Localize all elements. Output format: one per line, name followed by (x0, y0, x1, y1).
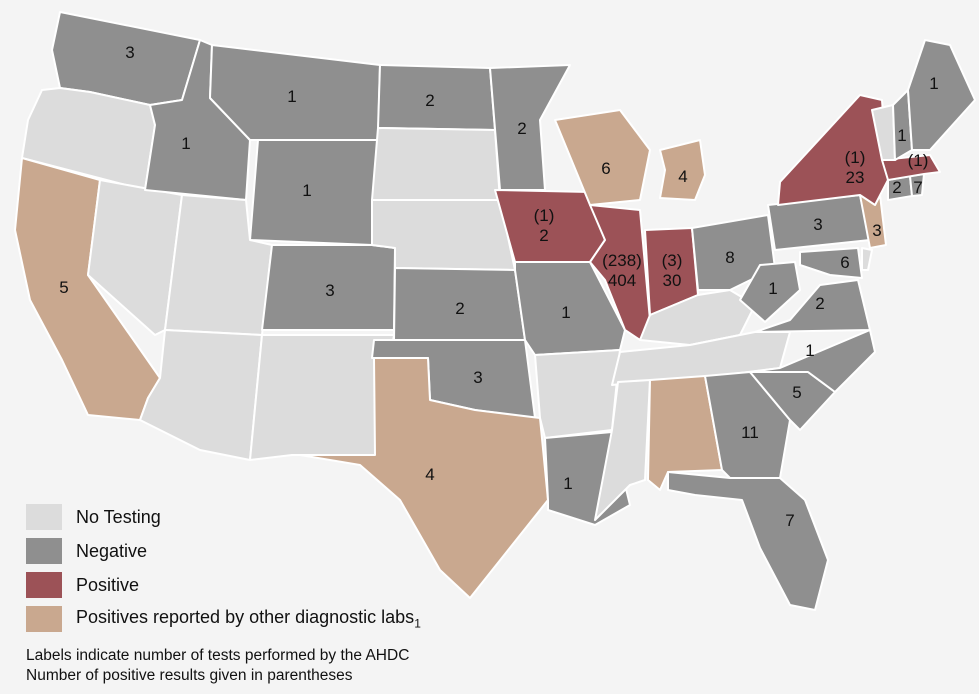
state-label-in-tests: 30 (663, 271, 682, 290)
state-fl (667, 471, 829, 611)
state-label-mn-tests: 2 (517, 119, 526, 138)
legend-swatch-positive (26, 572, 62, 598)
state-il (589, 204, 651, 341)
state-label-ia-positives: (1) (534, 206, 555, 225)
state-wv (739, 261, 801, 323)
state-nd (377, 64, 496, 131)
state-tx (291, 357, 549, 599)
state-sd (371, 127, 501, 201)
legend-swatch-no-testing (26, 504, 62, 530)
state-label-pa-tests: 3 (813, 215, 822, 234)
state-label-in-positives: (3) (662, 251, 683, 270)
state-ma (881, 154, 941, 181)
state-wi (554, 109, 651, 206)
legend-label-negative: Negative (76, 540, 148, 561)
state-label-fl-tests: 7 (785, 511, 794, 530)
state-label-sc-tests: 5 (792, 383, 801, 402)
state-label-nj-tests: 3 (872, 221, 881, 240)
state-label-ct-tests: 2 (892, 178, 901, 197)
state-ar (534, 349, 621, 439)
state-label-ma-positives: (1) (908, 151, 929, 170)
state-label-ia-tests: 2 (539, 226, 548, 245)
state-label-la-tests: 1 (563, 474, 572, 493)
state-label-co-tests: 3 (325, 281, 334, 300)
state-label-wi-tests: 6 (601, 159, 610, 178)
state-label-ca-tests: 5 (59, 278, 68, 297)
note-tests-performed: Labels indicate number of tests performe… (26, 647, 410, 664)
state-label-me-tests: 1 (929, 74, 938, 93)
state-label-nc-tests: 1 (805, 341, 814, 360)
state-label-id-tests: 1 (181, 134, 190, 153)
state-id (144, 39, 251, 201)
legend-label-other-labs: Positives reported by other diagnostic l… (76, 607, 421, 631)
legend: No Testing Negative Positive Positives r… (26, 500, 421, 636)
state-md (799, 247, 863, 279)
state-label-md-tests: 6 (840, 253, 849, 272)
state-label-oh-tests: 8 (725, 248, 734, 267)
state-label-mo-tests: 1 (561, 303, 570, 322)
state-label-ny-positives: (1) (845, 148, 866, 167)
state-az (139, 329, 263, 461)
state-label-ok-tests: 3 (473, 368, 482, 387)
map-notes: Labels indicate number of tests performe… (26, 646, 409, 686)
state-va (754, 279, 871, 333)
state-label-wv-tests: 1 (768, 279, 777, 298)
legend-item-negative: Negative (26, 534, 421, 568)
state-ny (777, 94, 889, 206)
legend-item-positive: Positive (26, 568, 421, 602)
legend-swatch-other-labs (26, 606, 62, 632)
state-label-ks-tests: 2 (455, 299, 464, 318)
state-de (861, 247, 873, 271)
state-mn (489, 64, 571, 191)
legend-label-positive: Positive (76, 574, 140, 595)
state-label-nh-tests: 1 (897, 126, 906, 145)
state-label-va-tests: 2 (815, 294, 824, 313)
note-positive-results: Number of positive results given in pare… (26, 667, 353, 684)
legend-label-no-testing: No Testing (76, 506, 161, 527)
state-label-ri-tests: 7 (913, 178, 922, 197)
legend-swatch-negative (26, 538, 62, 564)
state-label-il-positives: (238) (602, 251, 642, 270)
state-label-wa-tests: 3 (125, 43, 134, 62)
state-label-ny-tests: 23 (846, 168, 865, 187)
state-wy (249, 139, 379, 246)
state-label-wy-tests: 1 (302, 181, 311, 200)
legend-item-other-labs: Positives reported by other diagnostic l… (26, 602, 421, 636)
state-label-nd-tests: 2 (425, 91, 434, 110)
footnote-marker: 1 (414, 616, 421, 631)
state-label-il-tests: 404 (608, 271, 636, 290)
legend-item-no-testing: No Testing (26, 500, 421, 534)
state-mi (659, 139, 706, 201)
state-label-mt-tests: 1 (287, 87, 296, 106)
state-me (907, 39, 976, 151)
state-label-tx-tests: 4 (425, 465, 434, 484)
state-label-mi-tests: 4 (678, 167, 687, 186)
state-label-ga-tests: 11 (741, 423, 759, 442)
